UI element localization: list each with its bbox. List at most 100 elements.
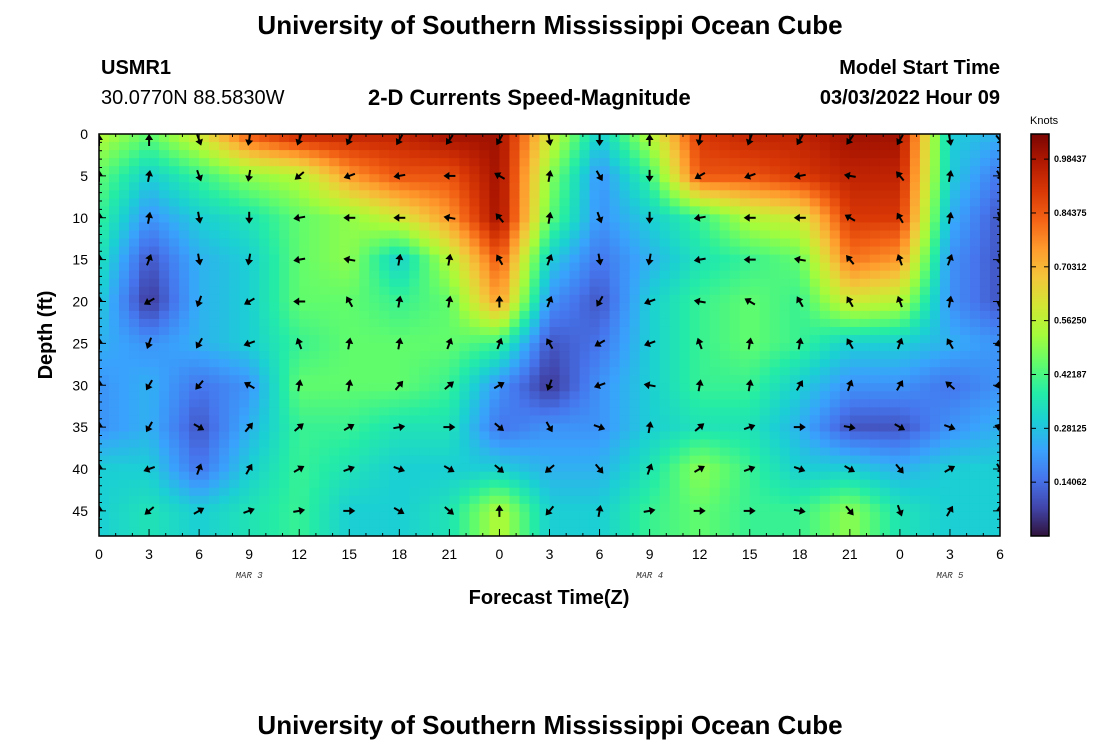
heat-cell [769,134,781,143]
heat-cell [299,214,310,224]
heat-cell [529,230,541,240]
heat-cell [399,326,410,336]
heat-cell [619,326,631,336]
heat-cell [779,270,791,280]
heat-cell [969,278,981,288]
heat-cell [579,471,591,481]
heat-cell [699,511,711,521]
heat-cell [399,142,410,151]
heat-cell [169,142,180,151]
heat-cell [989,431,1000,441]
heat-cell [849,238,861,248]
heat-cell [699,399,711,408]
heat-cell [959,447,971,457]
heat-cell [729,302,741,312]
heat-cell [989,439,1000,449]
heat-cell [789,375,801,384]
heat-cell [819,511,831,521]
heat-cell [759,310,771,320]
heat-cell [249,278,260,288]
heat-cell [309,479,320,489]
heat-cell [499,302,511,312]
heat-cell [679,150,691,159]
heat-cell [639,359,651,368]
heat-cell [689,487,701,497]
heat-cell [759,230,771,240]
heat-cell [629,270,641,280]
heat-cell [479,230,491,240]
heat-cell [479,174,491,183]
heat-cell [479,238,491,248]
heat-cell [629,487,641,497]
heat-cell [349,407,360,416]
heat-cell [689,238,701,248]
heat-cell [99,511,110,521]
heat-cell [419,447,430,457]
heat-cell [399,262,410,272]
heat-cell [569,198,581,207]
heat-cell [339,182,350,191]
heat-cell [379,142,390,151]
current-arrow [546,338,554,350]
heat-cell [939,158,951,167]
heat-cell [649,423,661,433]
heat-cell [359,503,370,513]
heat-cell [389,375,400,384]
heat-cell [799,359,811,368]
heat-cell [159,487,170,497]
heat-cell [319,246,330,256]
heat-cell [559,270,571,280]
heat-cell [809,182,821,191]
date-label: MAR 4 [636,571,663,581]
heat-cell [859,471,871,481]
heat-cell [239,134,250,143]
heat-cell [309,310,320,320]
heat-cell [399,254,410,264]
heat-cell [159,407,170,416]
heat-cell [259,318,270,328]
heat-cell [539,310,551,320]
heat-cell [469,270,481,280]
heat-cell [769,294,781,304]
heat-cell [529,351,541,360]
heat-cell [579,262,591,272]
heat-cell [309,335,320,344]
heat-cell [949,286,961,296]
heat-cell [899,230,911,240]
heat-cell [419,431,430,441]
current-arrow [345,134,353,146]
heat-cell [159,206,170,215]
heat-cell [649,471,661,481]
heat-cell [779,294,791,304]
heat-cell [969,375,981,384]
heat-cell [749,359,761,368]
heat-cell [269,447,280,457]
heat-cell [989,222,1000,232]
heat-cell [899,318,911,328]
heat-cell [249,134,260,143]
heat-cell [699,335,711,344]
footer-title: University of Southern Mississippi Ocean… [257,710,843,740]
heat-cell [129,182,140,191]
heat-cell [769,254,781,264]
heat-cell [619,142,631,151]
heat-cell [439,278,450,288]
heat-cell [159,174,170,183]
heat-cell [859,423,871,433]
heat-cell [679,278,691,288]
current-arrow [596,295,604,307]
heat-cell [749,158,761,167]
heat-cell [959,326,971,336]
colorbar-tick-label: 0.14062 [1054,477,1087,487]
current-arrow [293,465,305,473]
heat-cell [139,415,150,425]
heat-cell [669,318,681,328]
heat-cell [629,318,641,328]
heat-cell [769,246,781,256]
heat-cell [349,326,360,336]
heat-cell [849,447,861,457]
heat-cell [529,270,541,280]
heat-cell [829,270,841,280]
heat-cell [389,407,400,416]
heat-cell [559,359,571,368]
